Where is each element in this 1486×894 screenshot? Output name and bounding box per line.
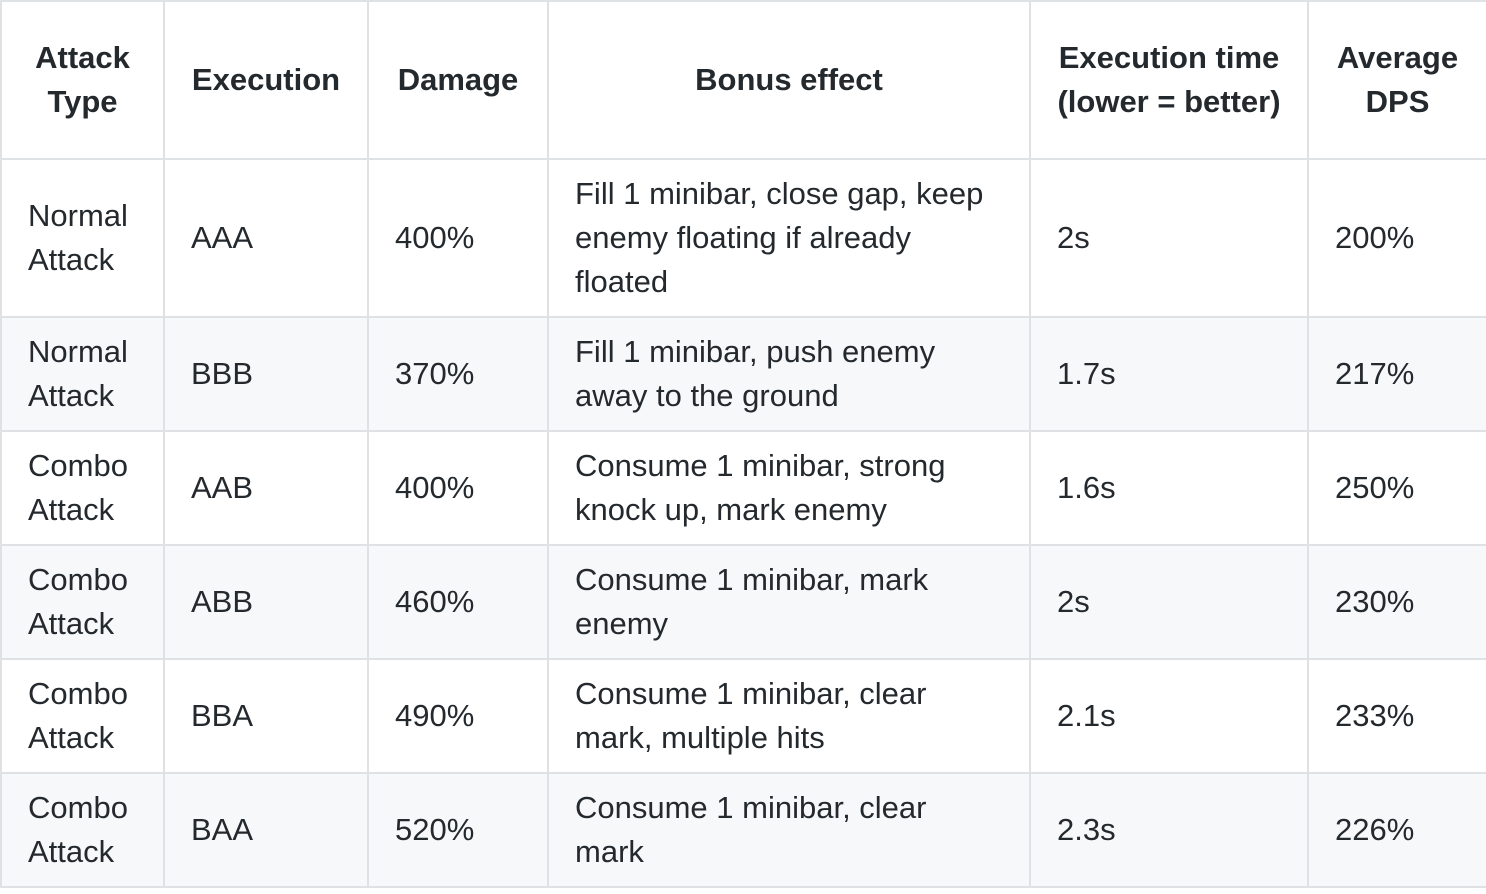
cell-execution: ABB xyxy=(163,544,369,660)
table-row: Combo Attack AAB 400% Consume 1 minibar,… xyxy=(0,430,1486,546)
cell-attack-type: Combo Attack xyxy=(0,772,165,888)
table-body: Normal Attack AAA 400% Fill 1 minibar, c… xyxy=(0,158,1486,888)
table-row: Combo Attack ABB 460% Consume 1 minibar,… xyxy=(0,544,1486,660)
header-damage: Damage xyxy=(367,0,549,160)
cell-bonus-effect: Consume 1 minibar, mark enemy xyxy=(547,544,1031,660)
header-average-dps: Average DPS xyxy=(1307,0,1486,160)
cell-bonus-effect: Fill 1 minibar, push enemy away to the g… xyxy=(547,316,1031,432)
cell-execution-time: 1.7s xyxy=(1029,316,1309,432)
cell-damage: 400% xyxy=(367,430,549,546)
cell-damage: 520% xyxy=(367,772,549,888)
cell-attack-type: Combo Attack xyxy=(0,430,165,546)
cell-attack-type: Normal Attack xyxy=(0,158,165,318)
cell-average-dps: 217% xyxy=(1307,316,1486,432)
cell-damage: 370% xyxy=(367,316,549,432)
cell-bonus-effect: Consume 1 minibar, clear mark, multiple … xyxy=(547,658,1031,774)
cell-damage: 400% xyxy=(367,158,549,318)
cell-execution: AAA xyxy=(163,158,369,318)
header-execution-time: Execution time (lower = better) xyxy=(1029,0,1309,160)
header-row: Attack Type Execution Damage Bonus effec… xyxy=(0,0,1486,160)
cell-attack-type: Combo Attack xyxy=(0,658,165,774)
cell-execution: BBB xyxy=(163,316,369,432)
cell-average-dps: 233% xyxy=(1307,658,1486,774)
cell-damage: 460% xyxy=(367,544,549,660)
cell-execution-time: 2.3s xyxy=(1029,772,1309,888)
cell-execution: AAB xyxy=(163,430,369,546)
cell-attack-type: Combo Attack xyxy=(0,544,165,660)
header-attack-type: Attack Type xyxy=(0,0,165,160)
cell-execution: BAA xyxy=(163,772,369,888)
cell-bonus-effect: Consume 1 minibar, clear mark xyxy=(547,772,1031,888)
cell-average-dps: 226% xyxy=(1307,772,1486,888)
cell-average-dps: 250% xyxy=(1307,430,1486,546)
table-row: Normal Attack AAA 400% Fill 1 minibar, c… xyxy=(0,158,1486,318)
header-execution: Execution xyxy=(163,0,369,160)
cell-bonus-effect: Consume 1 minibar, strong knock up, mark… xyxy=(547,430,1031,546)
cell-average-dps: 230% xyxy=(1307,544,1486,660)
cell-attack-type: Normal Attack xyxy=(0,316,165,432)
cell-execution-time: 2s xyxy=(1029,158,1309,318)
cell-bonus-effect: Fill 1 minibar, close gap, keep enemy fl… xyxy=(547,158,1031,318)
table-row: Combo Attack BBA 490% Consume 1 minibar,… xyxy=(0,658,1486,774)
cell-average-dps: 200% xyxy=(1307,158,1486,318)
cell-execution: BBA xyxy=(163,658,369,774)
table-row: Combo Attack BAA 520% Consume 1 minibar,… xyxy=(0,772,1486,888)
cell-execution-time: 2s xyxy=(1029,544,1309,660)
header-bonus-effect: Bonus effect xyxy=(547,0,1031,160)
table-header: Attack Type Execution Damage Bonus effec… xyxy=(0,0,1486,160)
table-row: Normal Attack BBB 370% Fill 1 minibar, p… xyxy=(0,316,1486,432)
cell-execution-time: 1.6s xyxy=(1029,430,1309,546)
cell-execution-time: 2.1s xyxy=(1029,658,1309,774)
cell-damage: 490% xyxy=(367,658,549,774)
